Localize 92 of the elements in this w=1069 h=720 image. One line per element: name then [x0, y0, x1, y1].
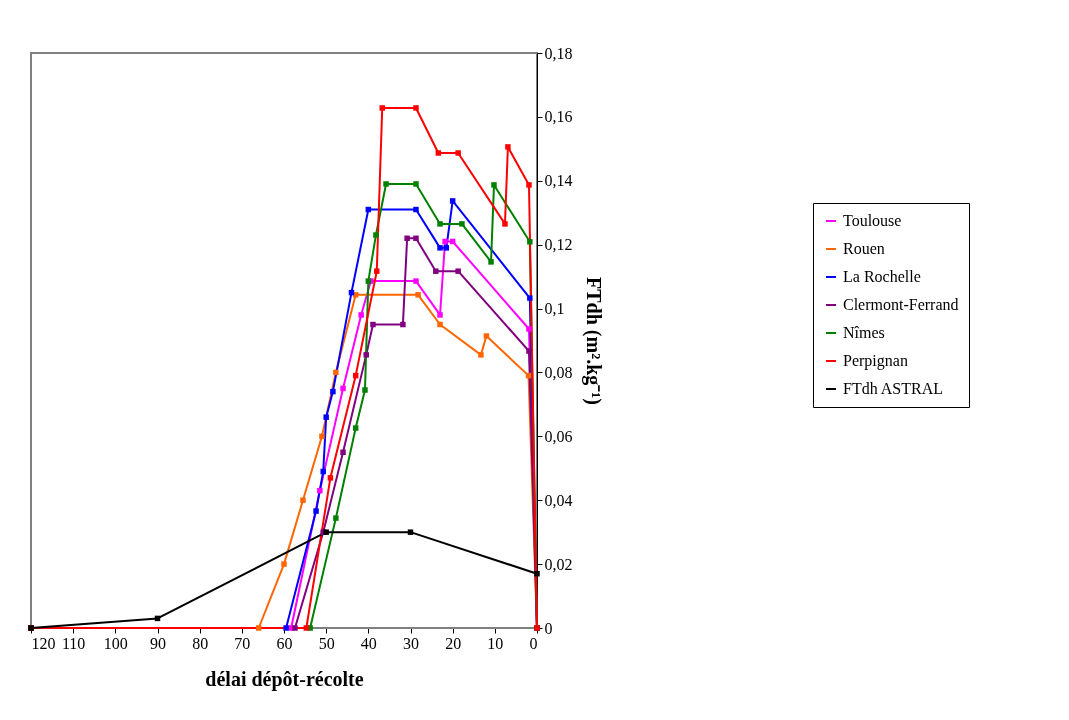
point	[527, 239, 533, 245]
y-tick-label: 0,14	[544, 172, 573, 190]
point	[442, 238, 448, 245]
point	[502, 221, 508, 227]
legend-label: Perpignan	[843, 352, 908, 370]
y-tick-label: 0	[544, 619, 553, 637]
point	[407, 529, 414, 535]
x-tick-label: 30	[403, 634, 419, 652]
point	[526, 182, 532, 188]
y-tick-label: 0,18	[544, 44, 573, 62]
point	[526, 348, 532, 354]
y-tick-label: 0,08	[544, 363, 573, 381]
point	[404, 235, 410, 242]
point	[340, 385, 346, 392]
point	[333, 515, 339, 521]
point	[443, 245, 450, 251]
x-axis-title: délai dépôt-récolte	[205, 667, 364, 691]
point	[313, 508, 319, 514]
point	[483, 333, 490, 339]
point	[283, 625, 289, 631]
point	[459, 221, 465, 227]
point	[413, 105, 419, 111]
x-tick-label: 40	[360, 634, 377, 652]
point	[413, 206, 419, 213]
point	[413, 235, 419, 242]
point	[323, 414, 329, 420]
point	[449, 198, 456, 204]
y-tick-label: 0,16	[544, 108, 573, 126]
point	[379, 105, 385, 111]
legend-label: Nîmes	[843, 324, 885, 341]
point	[455, 268, 461, 274]
x-tick-label: 70	[234, 634, 251, 652]
x-tick-label: 110	[61, 634, 86, 652]
x-tick-label: 0	[529, 634, 538, 652]
x-tick-label: 20	[445, 634, 462, 652]
point	[358, 312, 364, 318]
point	[320, 468, 326, 475]
x-tick-label: 10	[487, 634, 504, 652]
point	[488, 259, 494, 265]
point	[526, 326, 532, 332]
y-tick-label: 0,02	[544, 555, 573, 573]
y-axis-title: FTdh (m².kg⁻¹)	[581, 277, 605, 405]
point	[505, 144, 511, 150]
point	[362, 387, 368, 393]
x-tick-label: 80	[192, 634, 209, 652]
point	[413, 278, 419, 284]
point	[437, 321, 443, 328]
x-tick-label: 120	[31, 634, 56, 652]
legend-label: Clermont-Ferrand	[843, 296, 959, 313]
point	[437, 221, 443, 227]
point	[534, 570, 540, 577]
point	[281, 561, 287, 567]
point	[478, 352, 484, 358]
point	[491, 182, 497, 188]
point	[374, 268, 380, 274]
point	[435, 150, 442, 156]
x-tick-label: 50	[318, 634, 335, 652]
point	[319, 433, 325, 440]
point	[352, 425, 359, 431]
point	[340, 449, 346, 456]
legend-label: Rouen	[843, 240, 885, 257]
point	[527, 295, 533, 301]
point	[413, 181, 419, 187]
y-tick-label: 0,04	[544, 491, 573, 509]
legend-label: La Rochelle	[843, 268, 921, 285]
point	[433, 268, 439, 274]
point	[370, 321, 376, 328]
legend-label: Toulouse	[843, 212, 902, 229]
y-tick-label: 0,1	[544, 300, 565, 318]
point	[363, 352, 369, 358]
point	[400, 321, 406, 328]
legend-label: FTdh ASTRAL	[843, 380, 944, 397]
y-tick-label: 0,06	[544, 427, 573, 445]
point	[300, 497, 306, 503]
point	[303, 625, 310, 631]
point	[330, 388, 336, 395]
point	[327, 475, 334, 481]
point	[317, 487, 323, 494]
point	[383, 181, 389, 187]
x-tick-label: 100	[103, 634, 128, 652]
point	[437, 245, 443, 251]
point	[373, 232, 379, 238]
point	[455, 150, 461, 156]
y-tick-label: 0,12	[544, 236, 573, 254]
point	[333, 369, 339, 376]
point	[292, 625, 298, 631]
point	[352, 292, 359, 298]
x-tick-label: 90	[150, 634, 166, 652]
point	[255, 625, 262, 631]
point	[437, 312, 443, 318]
point	[415, 292, 421, 298]
x-tick-label: 60	[276, 634, 293, 652]
